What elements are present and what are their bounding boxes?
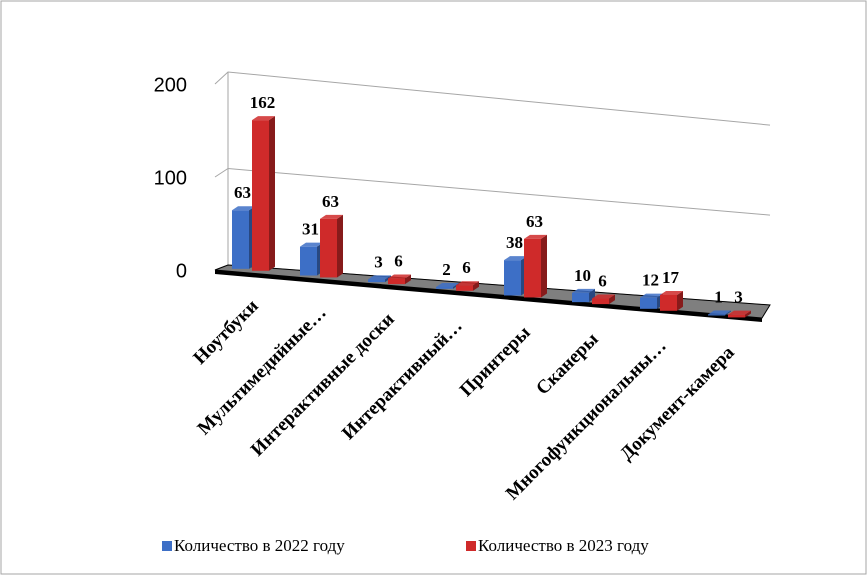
bar-side [725, 310, 731, 316]
floor-edge [215, 270, 762, 322]
value-label: 6 [394, 251, 403, 270]
value-label: 38 [506, 233, 523, 252]
bar [660, 294, 677, 311]
bar-top [592, 294, 615, 299]
bar-top [640, 293, 663, 298]
bar-top [456, 281, 479, 286]
bar-top [436, 282, 459, 287]
value-label: 2 [442, 260, 451, 279]
value-label: 12 [642, 271, 659, 290]
bar [252, 120, 269, 271]
bar [708, 314, 725, 316]
bar-top [708, 310, 731, 315]
bar-top [388, 274, 411, 279]
bar-top [572, 288, 595, 293]
bar-top [368, 275, 391, 280]
value-label: 63 [322, 192, 339, 211]
bar [368, 279, 385, 283]
y-tick-label: 200 [154, 74, 187, 96]
bar [232, 210, 249, 269]
bar-top [504, 256, 527, 261]
value-label: 6 [598, 271, 607, 290]
value-label: 63 [234, 183, 251, 202]
bar-side [609, 294, 615, 305]
bar [524, 238, 541, 298]
bar-side [337, 214, 343, 278]
bar [728, 314, 745, 318]
bar-top [660, 290, 683, 295]
bar [592, 298, 609, 305]
value-label: 10 [574, 266, 591, 285]
value-label: 17 [662, 268, 680, 287]
value-label: 63 [526, 212, 543, 231]
bar-side [541, 234, 547, 298]
bar-side [269, 116, 275, 271]
value-label: 6 [462, 258, 471, 277]
value-label: 162 [250, 93, 276, 112]
bar-top [232, 206, 255, 211]
legend-swatch [162, 541, 172, 551]
bar-top [524, 234, 547, 239]
bar [388, 278, 405, 285]
bar-top [728, 310, 751, 315]
bar [504, 260, 521, 296]
value-label: 3 [734, 288, 743, 307]
bar [300, 246, 317, 276]
bar [456, 285, 473, 291]
legend-label: Количество в 2022 году [174, 536, 345, 555]
bar-top [300, 242, 323, 247]
bar-top [320, 214, 343, 219]
bar-side [473, 281, 479, 291]
bar [320, 218, 337, 278]
bar-top [252, 116, 275, 121]
y-tick-label: 100 [154, 167, 187, 189]
bar-side [745, 310, 751, 318]
bar-side [677, 290, 683, 311]
bar-side [405, 274, 411, 285]
y-tick-label: 0 [176, 260, 187, 282]
bar [640, 297, 657, 309]
legend-swatch [466, 541, 476, 551]
bar [436, 286, 453, 289]
legend-label: Количество в 2023 году [478, 536, 649, 555]
value-label: 31 [302, 220, 319, 239]
value-label: 3 [374, 252, 383, 271]
value-label: 1 [714, 287, 723, 306]
bar [572, 292, 589, 303]
